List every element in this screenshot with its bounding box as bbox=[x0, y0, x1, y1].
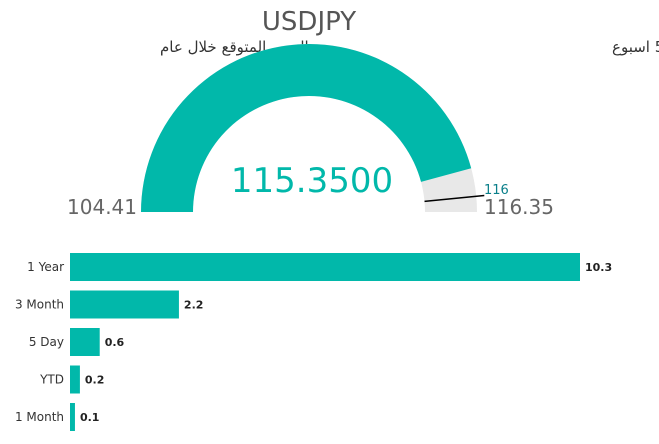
category-label: 5 Day bbox=[29, 335, 64, 349]
bar[interactable] bbox=[70, 328, 100, 356]
gauge-title: USDJPY bbox=[262, 7, 356, 37]
gauge-max-label: 116.35 bbox=[484, 195, 554, 219]
gauge-target-marker bbox=[424, 194, 485, 203]
bar[interactable] bbox=[70, 290, 179, 319]
bar-chart: 1 Year 10.3 3 Month 2.2 5 Day 0.6 YTD 0.2 1 Mont… bbox=[15, 253, 612, 431]
gauge-chart: USDJPY السعر المتوقع خلال عام نطاق التحر… bbox=[67, 7, 659, 219]
data-label: 0.2 bbox=[85, 374, 105, 387]
data-label: 0.6 bbox=[105, 336, 125, 349]
category-label: YTD bbox=[39, 373, 64, 387]
category-label: 1 Year bbox=[27, 260, 64, 274]
range-52-week-label: نطاق التحرك خلال 52 اسبوع bbox=[612, 38, 659, 56]
bar[interactable] bbox=[70, 403, 75, 431]
category-label: 3 Month bbox=[15, 298, 64, 312]
data-label: 2.2 bbox=[184, 299, 204, 312]
data-label: 10.3 bbox=[585, 261, 612, 274]
bar[interactable] bbox=[70, 365, 80, 394]
bar[interactable] bbox=[70, 253, 580, 281]
gauge-target-label: 116 bbox=[484, 183, 509, 198]
gauge-value: 115.3500 bbox=[231, 161, 393, 201]
gauge-min-label: 104.41 bbox=[67, 195, 137, 219]
category-label: 1 Month bbox=[15, 410, 64, 424]
data-label: 0.1 bbox=[80, 411, 100, 424]
gauge-fill-arc bbox=[141, 43, 472, 213]
